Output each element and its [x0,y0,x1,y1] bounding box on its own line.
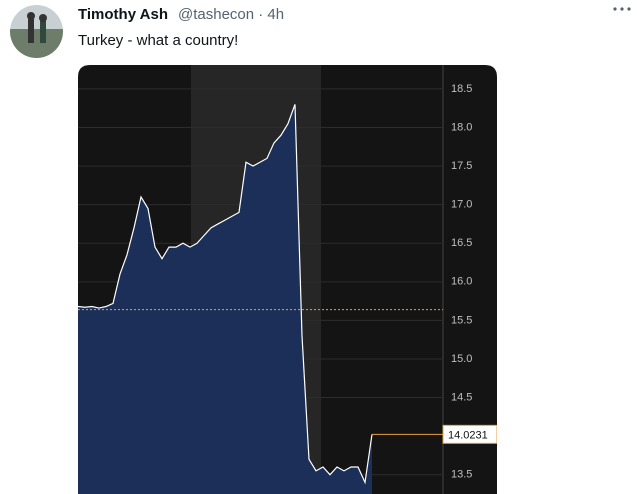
y-tick-label: 16.0 [451,276,472,288]
y-tick-label: 15.5 [451,314,472,326]
y-tick-label: 15.0 [451,353,472,365]
price-line [78,104,373,485]
y-tick-label: 16.5 [451,237,472,249]
y-tick-label: 18.5 [451,83,472,95]
tweet-text: Turkey - what a country! [78,32,239,49]
last-price-box [442,424,497,444]
area-fill [78,104,372,494]
author-name[interactable]: Timothy Ash [78,6,169,23]
y-tick-label: 18.0 [451,121,472,133]
avatar[interactable] [10,5,63,58]
author-handle[interactable]: @tashecon · 4h [178,6,285,23]
y-tick-label: 14.5 [451,391,472,403]
chart: 13.5 14.5 15.0 15.5 16.0 16.5 17.0 17.5 18.0 18.5… [78,65,497,494]
y-tick-label: 13.5 [451,469,472,481]
last-price-label: 14.0231 [448,429,488,441]
avatar-art [27,12,47,43]
y-tick-label: 17.5 [451,160,472,172]
more-button[interactable] [612,4,632,14]
y-tick-label: 17.0 [451,199,472,211]
